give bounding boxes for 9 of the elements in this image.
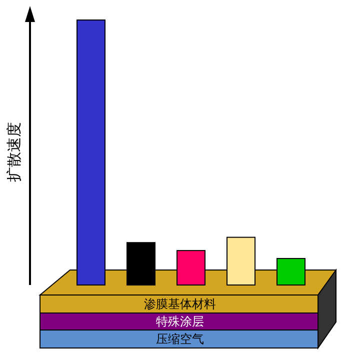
bar <box>276 258 306 286</box>
y-axis-title: 扩散速度 <box>5 122 23 182</box>
text: 压缩空气 <box>156 332 204 346</box>
text: 渗膜基体材料 <box>144 297 216 311</box>
bar <box>176 250 206 286</box>
bar <box>126 242 156 286</box>
bar <box>226 236 256 286</box>
text: 特殊涂层 <box>156 314 204 328</box>
bar <box>76 20 106 286</box>
